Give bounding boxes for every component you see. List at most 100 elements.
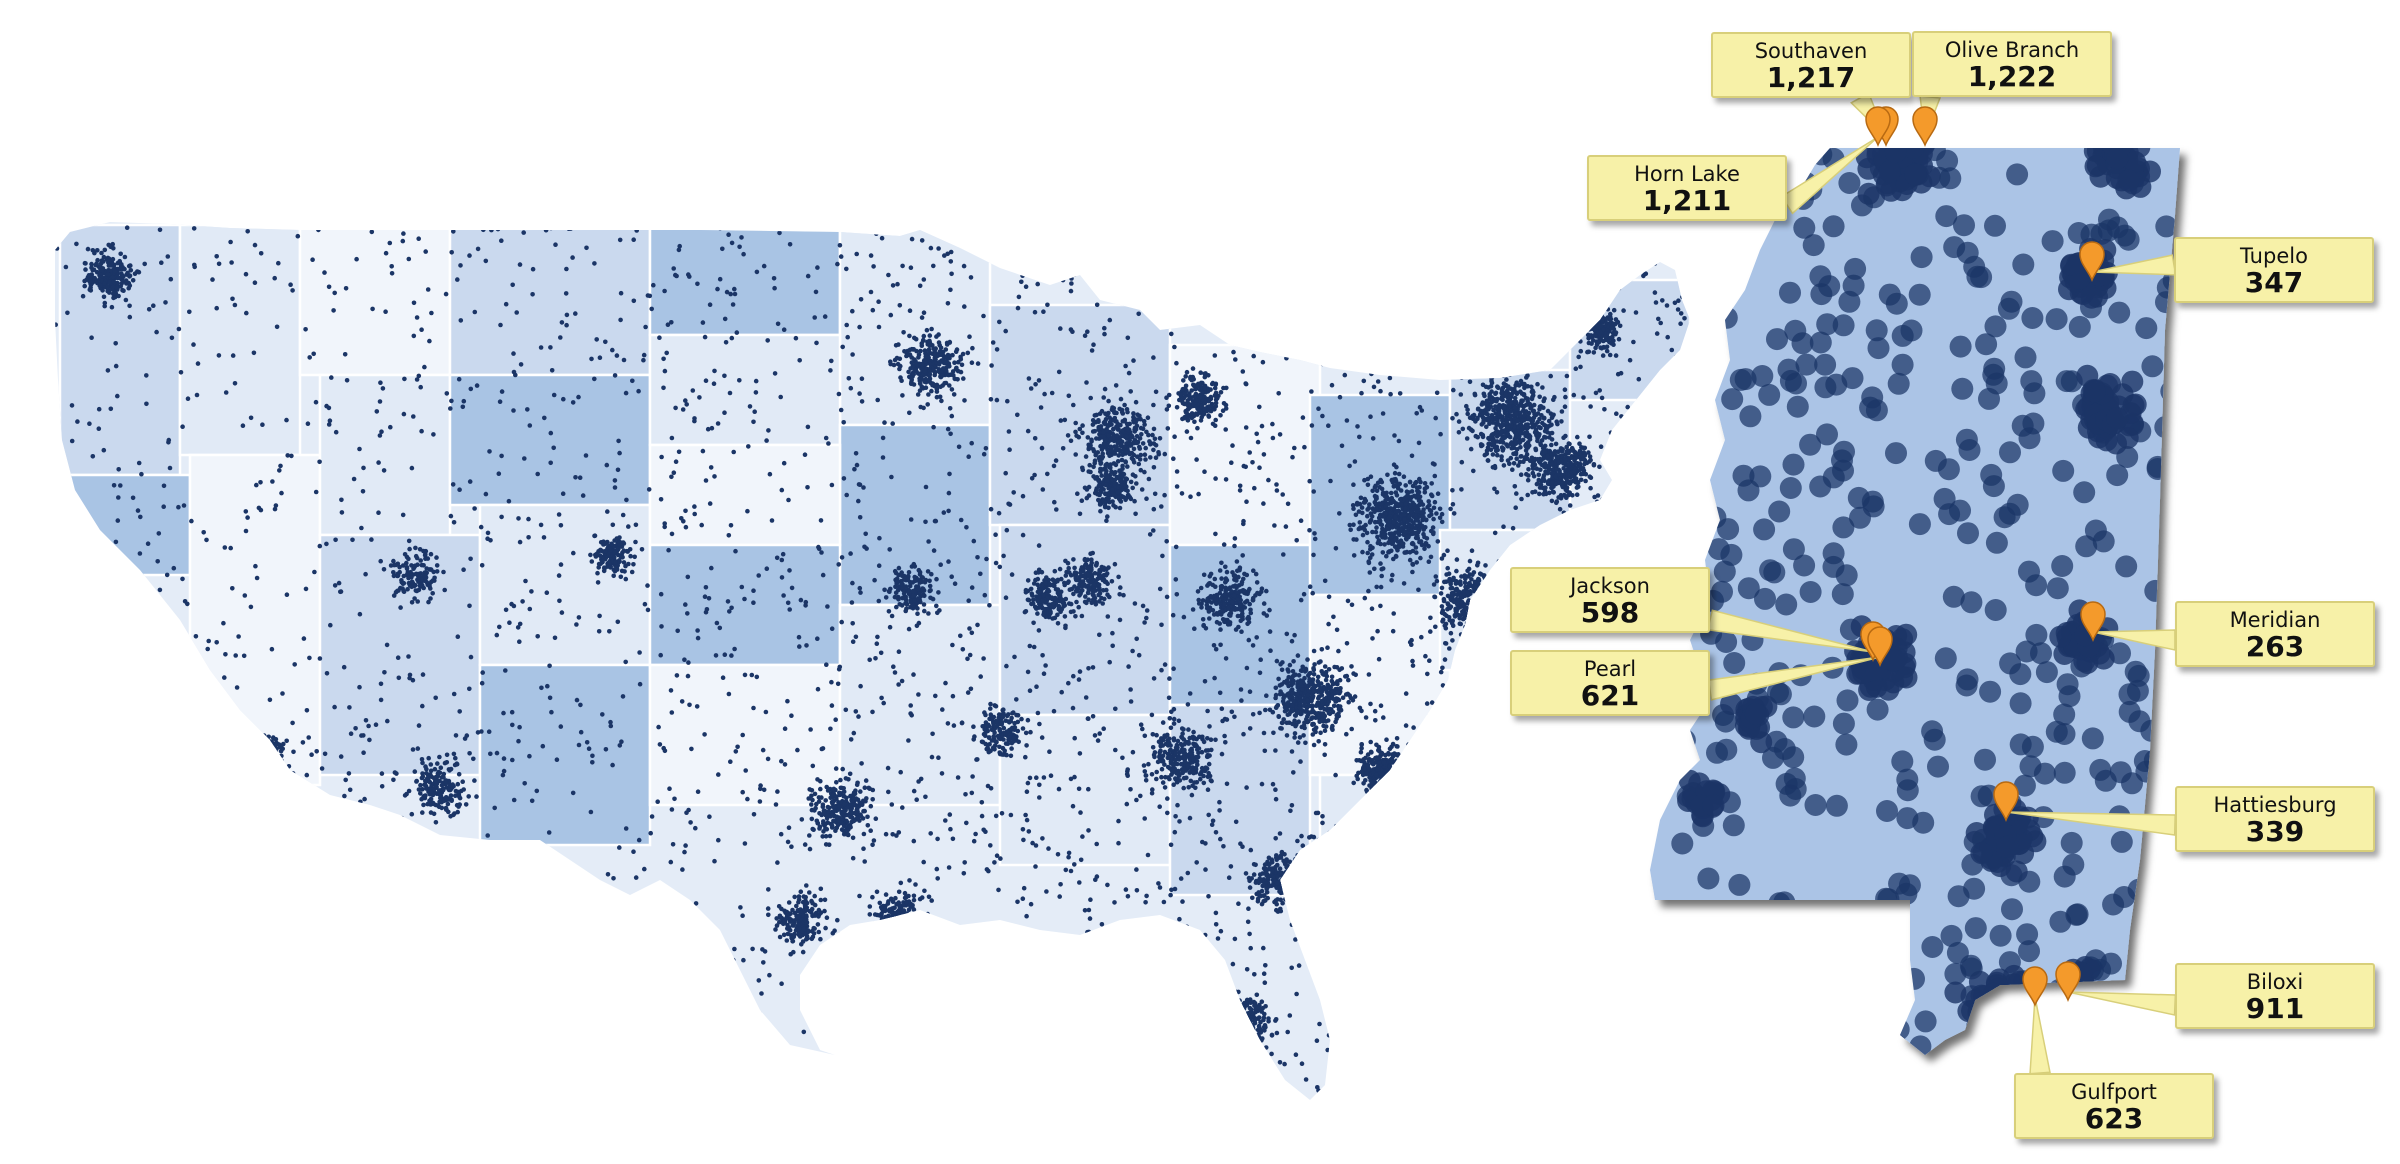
location-dot [1629, 1013, 1635, 1019]
location-dot [514, 310, 519, 315]
location-dot [1294, 991, 1299, 997]
location-dot [386, 1042, 391, 1047]
location-dot [1385, 926, 1391, 931]
location-dot [889, 1067, 894, 1072]
location-dot [1567, 279, 1573, 284]
location-dot [1271, 730, 1276, 736]
location-dot [1177, 916, 1182, 922]
location-dot [1261, 730, 1267, 736]
location-dot [969, 630, 975, 636]
location-dot [206, 738, 211, 743]
location-dot [716, 837, 721, 843]
location-dot [107, 585, 112, 591]
location-dot [1062, 1058, 1067, 1064]
location-dot [1549, 757, 1554, 762]
location-dot [1410, 663, 1416, 668]
location-dot [549, 368, 555, 373]
location-dot [455, 277, 460, 282]
location-dot [472, 908, 477, 913]
location-dot [1024, 817, 1030, 823]
location-dot [156, 718, 161, 723]
location-dot [849, 600, 855, 605]
location-dot [89, 610, 94, 615]
location-dot [620, 555, 625, 560]
location-dot [223, 746, 229, 751]
location-dot [688, 820, 693, 825]
location-dot [679, 516, 684, 521]
location-dot [1015, 412, 1020, 418]
location-dot [1366, 936, 1372, 942]
location-dot [839, 619, 844, 625]
location-dot [395, 1016, 400, 1022]
location-dot [676, 449, 682, 455]
location-dot [1231, 312, 1237, 317]
location-dot [976, 945, 982, 951]
location-dot [1652, 954, 1657, 960]
location-dot [458, 933, 464, 938]
location-dot [574, 622, 579, 627]
location-dot [416, 577, 421, 582]
location-dot [818, 886, 824, 892]
location-dot [1487, 783, 1492, 788]
location-dot [55, 650, 58, 656]
location-dot [1530, 277, 1536, 283]
location-dot [187, 800, 193, 806]
location-dot [931, 1017, 937, 1023]
location-dot [159, 717, 164, 722]
location-dot [441, 569, 446, 575]
location-dot [966, 239, 972, 244]
location-dot [715, 421, 721, 426]
location-dot [1493, 342, 1498, 348]
location-dot [1681, 1053, 1687, 1059]
location-dot [121, 288, 126, 294]
location-dot [1132, 965, 1138, 971]
location-dot [975, 757, 980, 762]
location-dot [108, 587, 114, 592]
location-dot [204, 741, 210, 746]
location-dot [921, 859, 926, 865]
location-dot [1614, 484, 1620, 489]
location-dot [124, 637, 129, 643]
location-dot [1440, 665, 1445, 671]
location-dot [1124, 274, 1129, 279]
location-dot [1431, 319, 1436, 325]
location-dot [588, 809, 594, 815]
location-dot [1224, 781, 1230, 787]
location-dot [892, 1085, 898, 1090]
location-dot [695, 635, 701, 641]
location-dot [1289, 965, 1294, 971]
location-dot [416, 373, 422, 379]
location-dot [213, 777, 218, 783]
location-dot [1657, 962, 1662, 968]
location-dot [122, 266, 127, 272]
location-dot [240, 1000, 246, 1006]
location-dot [1584, 1089, 1589, 1094]
location-dot [480, 915, 486, 920]
location-dot [110, 578, 115, 583]
location-dot [126, 649, 132, 655]
location-dot [137, 639, 142, 644]
location-dot [962, 304, 967, 309]
location-dot [245, 515, 250, 520]
location-dot [726, 1069, 732, 1075]
location-dot [1112, 900, 1117, 905]
location-dot [779, 758, 784, 764]
location-dot [1500, 917, 1506, 922]
location-dot [767, 471, 773, 477]
location-dot [503, 668, 508, 673]
location-dot [1076, 1039, 1081, 1044]
location-dot [130, 638, 136, 643]
location-dot [696, 1073, 701, 1079]
location-dot [1660, 458, 1665, 463]
location-dot [273, 756, 279, 761]
location-dot [444, 391, 450, 396]
location-dot [548, 225, 554, 231]
location-dot [928, 831, 933, 836]
location-dot [623, 826, 629, 831]
location-dot [735, 744, 740, 750]
location-dot [1258, 657, 1263, 662]
location-dot [1449, 684, 1455, 689]
location-dot [108, 645, 113, 651]
location-dot [131, 620, 137, 626]
location-dot [201, 731, 207, 736]
